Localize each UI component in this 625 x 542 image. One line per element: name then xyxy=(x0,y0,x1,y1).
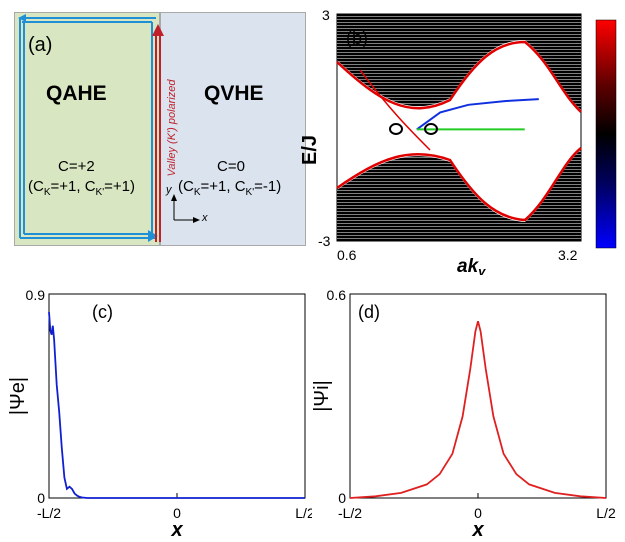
qahe-title: QAHE xyxy=(46,82,107,105)
qvhe-title: QVHE xyxy=(204,82,264,105)
y-tick: 0.9 xyxy=(26,287,46,303)
psi-i-series xyxy=(349,320,607,499)
panel-b-ylabel: E/J xyxy=(300,135,321,165)
panel-a-schematic: (a) QAHE QVHE C=+2 (CK=+1, CK'=+1) C=0 (… xyxy=(14,12,306,246)
y-tick: 3 xyxy=(322,7,330,23)
x-tick: 0 xyxy=(474,505,482,521)
edge-state-arrows xyxy=(18,14,200,242)
panel-c-plot: 0.90-L/2 0 L/2 (c) |Ψe| x xyxy=(7,287,312,541)
qahe-valley-chern: (CK=+1, CK'=+1) xyxy=(28,178,135,198)
panel-d-plot: 0.60-L/2 0 L/2 (d) |Ψi| x xyxy=(312,287,616,541)
panel-c-xlabel: x xyxy=(170,519,183,541)
y-tick: 0 xyxy=(37,490,45,506)
qvhe-valley-chern: (CK=+1, CK'=-1) xyxy=(178,178,282,198)
crossing-circle xyxy=(424,123,438,135)
crossing-circle xyxy=(389,123,403,135)
panel-b-band-structure: (b) 3 -3 0.6 3.2 E/J aky xyxy=(300,7,617,275)
x-tick: L/2 xyxy=(596,505,616,521)
x-tick: -L/2 xyxy=(338,505,362,521)
panel-d-xlabel: x xyxy=(471,519,484,541)
y-tick: 0 xyxy=(338,490,346,506)
qahe-region xyxy=(14,12,160,246)
axis-y-label: y xyxy=(166,184,172,196)
panel-c-ylabel: |Ψe| xyxy=(7,377,29,415)
qahe-chern: C=+2 xyxy=(58,158,95,175)
x-tick: -L/2 xyxy=(37,505,61,521)
x-tick: 0.6 xyxy=(337,247,357,263)
qvhe-chern: C=0 xyxy=(217,158,245,175)
colorbar xyxy=(595,19,617,249)
panel-d-ylabel: |Ψi| xyxy=(312,380,333,412)
y-tick: 0.6 xyxy=(327,287,347,303)
valley-polarized-label: Valley (K') polarized xyxy=(166,79,178,177)
x-tick: 3.2 xyxy=(558,247,578,263)
panel-d-label: (d) xyxy=(358,302,380,322)
x-tick: L/2 xyxy=(295,505,312,521)
psi-e-series xyxy=(48,312,305,499)
y-tick: -3 xyxy=(318,233,331,249)
panel-a-label: (a) xyxy=(28,34,53,56)
panel-b-xlabel: aky xyxy=(457,256,486,275)
blue-edge-state xyxy=(416,98,539,131)
axis-x-label: x xyxy=(202,212,208,224)
bulk-bands xyxy=(336,14,582,241)
panel-b-label: (b) xyxy=(346,28,368,48)
x-tick: 0 xyxy=(173,505,181,521)
qvhe-region xyxy=(160,12,306,246)
panel-c-label: (c) xyxy=(92,302,113,322)
